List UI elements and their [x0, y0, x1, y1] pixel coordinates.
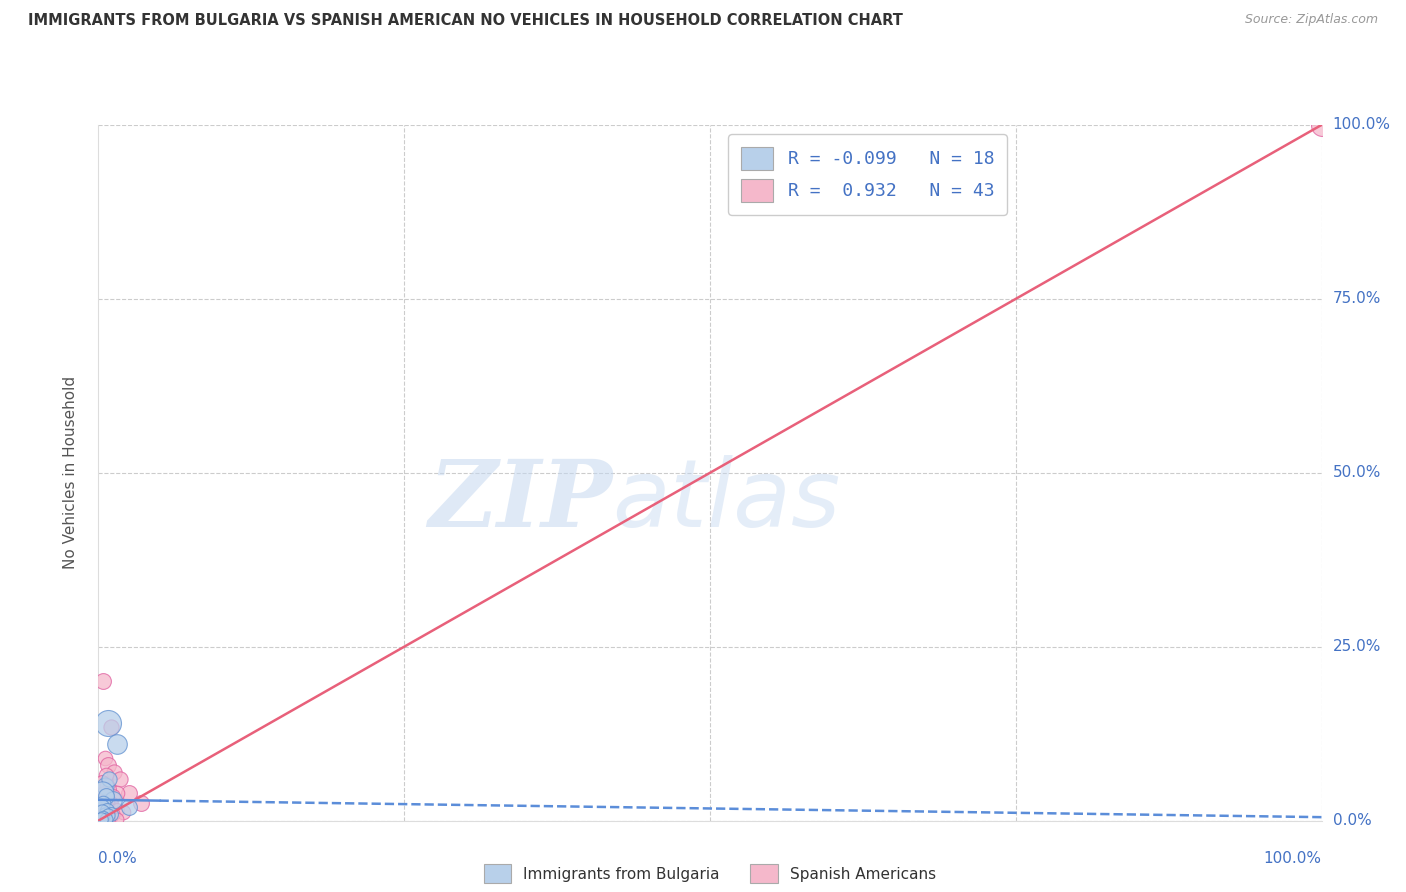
Text: 100.0%: 100.0%	[1264, 851, 1322, 866]
Point	[91, 812, 114, 826]
Point	[100, 806, 122, 821]
Point	[91, 674, 114, 689]
Point	[105, 803, 128, 817]
Text: IMMIGRANTS FROM BULGARIA VS SPANISH AMERICAN NO VEHICLES IN HOUSEHOLD CORRELATIO: IMMIGRANTS FROM BULGARIA VS SPANISH AMER…	[28, 13, 903, 29]
Point	[101, 793, 124, 807]
Point	[93, 812, 115, 826]
Point	[97, 758, 120, 772]
Point	[93, 793, 115, 807]
Y-axis label: No Vehicles in Household: No Vehicles in Household	[63, 376, 77, 569]
Point	[94, 812, 117, 826]
Text: 25.0%: 25.0%	[1333, 640, 1381, 654]
Point	[91, 812, 114, 826]
Point	[97, 808, 120, 822]
Point	[94, 813, 117, 827]
Point	[98, 812, 121, 826]
Point	[91, 786, 114, 800]
Point	[98, 806, 121, 821]
Point	[93, 806, 115, 821]
Text: 75.0%: 75.0%	[1333, 292, 1381, 306]
Point	[90, 810, 112, 824]
Point	[118, 786, 141, 800]
Point	[93, 779, 115, 793]
Point	[91, 786, 114, 800]
Point	[111, 805, 134, 820]
Point	[97, 808, 120, 822]
Point	[100, 796, 122, 810]
Point	[91, 796, 114, 810]
Point	[129, 796, 152, 810]
Point	[100, 810, 122, 824]
Point	[91, 808, 114, 822]
Point	[91, 803, 114, 817]
Text: Source: ZipAtlas.com: Source: ZipAtlas.com	[1244, 13, 1378, 27]
Point	[90, 799, 112, 814]
Point	[91, 805, 114, 820]
Point	[91, 810, 114, 824]
Text: 50.0%: 50.0%	[1333, 466, 1381, 480]
Point	[97, 810, 120, 824]
Point	[110, 772, 132, 786]
Point	[94, 789, 117, 804]
Point	[1310, 118, 1333, 132]
Point	[97, 796, 120, 810]
Text: 0.0%: 0.0%	[98, 851, 138, 866]
Point	[96, 779, 118, 793]
Point	[101, 806, 124, 821]
Point	[91, 775, 114, 789]
Text: atlas: atlas	[612, 455, 841, 546]
Point	[105, 737, 128, 751]
Text: 0.0%: 0.0%	[1333, 814, 1371, 828]
Point	[98, 772, 121, 786]
Point	[105, 812, 128, 826]
Text: 100.0%: 100.0%	[1333, 118, 1391, 132]
Point	[101, 789, 124, 804]
Point	[105, 786, 128, 800]
Point	[93, 806, 115, 821]
Text: ZIP: ZIP	[427, 456, 612, 546]
Point	[98, 782, 121, 797]
Point	[91, 813, 114, 827]
Point	[97, 716, 120, 731]
Point	[100, 720, 122, 734]
Point	[94, 812, 117, 826]
Point	[96, 799, 118, 814]
Point	[94, 768, 117, 782]
Point	[94, 803, 117, 817]
Point	[91, 796, 114, 810]
Point	[93, 751, 115, 765]
Legend: Immigrants from Bulgaria, Spanish Americans: Immigrants from Bulgaria, Spanish Americ…	[478, 858, 942, 889]
Point	[96, 803, 118, 817]
Point	[103, 764, 125, 779]
Point	[118, 799, 141, 814]
Point	[94, 789, 117, 804]
Point	[96, 812, 118, 826]
Point	[90, 812, 112, 826]
